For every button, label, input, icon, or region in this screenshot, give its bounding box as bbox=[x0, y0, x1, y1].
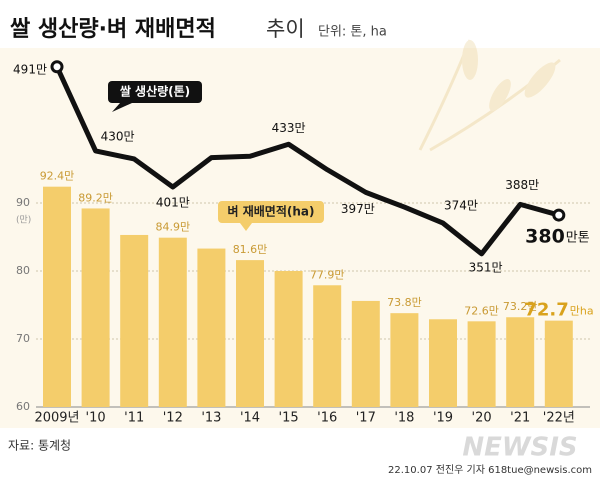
line-endpoint bbox=[552, 208, 566, 222]
chart-title-suffix: 추이 bbox=[266, 17, 305, 41]
x-tick-label: '18 bbox=[394, 411, 414, 426]
x-tick-label: '16 bbox=[317, 411, 337, 426]
line-value-label: 388만 bbox=[505, 178, 539, 192]
bar-value-label: 81.6만 bbox=[233, 243, 268, 256]
y-tick-label: 60 bbox=[16, 400, 30, 413]
bar bbox=[351, 300, 380, 407]
unit-note: 단위: 톤, ha bbox=[318, 25, 387, 40]
y-axis-label: (만) bbox=[16, 215, 31, 226]
line-value-label: 491만 bbox=[13, 62, 47, 76]
line bbox=[54, 65, 560, 257]
line-endpoint bbox=[50, 60, 64, 74]
bar-value-label: 73.8만 bbox=[387, 296, 422, 309]
line-value-label: 351만 bbox=[469, 260, 503, 274]
x-tick-label: '15 bbox=[279, 411, 299, 426]
credit: 22.10.07 전진우 기자 618tue@newsis.com bbox=[388, 464, 592, 476]
bar bbox=[506, 317, 535, 407]
bar-value-unit: 만ha bbox=[570, 305, 594, 318]
bar bbox=[390, 313, 419, 407]
legend-label: 쌀 생산량(톤) bbox=[120, 84, 190, 99]
x-tick-label: '20 bbox=[472, 411, 492, 426]
bar bbox=[81, 208, 110, 407]
chart-title: 쌀 생산량·벼 재배면적 bbox=[10, 17, 216, 42]
bar bbox=[313, 285, 342, 407]
series-callout bbox=[218, 201, 324, 223]
line-value-label: 430만 bbox=[101, 129, 135, 143]
line-value-unit: 만톤 bbox=[566, 231, 590, 246]
y-tick-label: 80 bbox=[16, 264, 30, 277]
legend-label: 벼 재배면적(ha) bbox=[228, 204, 315, 219]
bar-value-label: 73.2만 bbox=[503, 300, 538, 313]
bar-value-label: 92.4만 bbox=[40, 170, 75, 183]
x-tick-label: '12 bbox=[163, 411, 183, 426]
bar-value-label: 89.2만 bbox=[78, 191, 113, 204]
x-tick-label: '17 bbox=[356, 411, 376, 426]
bar bbox=[236, 260, 264, 407]
bar bbox=[274, 271, 303, 407]
watermark: NEWSIS bbox=[462, 433, 577, 463]
bar-value-label: 77.9만 bbox=[310, 268, 345, 281]
x-tick-label: '14 bbox=[240, 411, 260, 426]
x-tick-label: 2009년 bbox=[34, 411, 79, 426]
bar bbox=[544, 320, 573, 407]
series-callout bbox=[108, 81, 202, 103]
bar bbox=[429, 319, 457, 407]
bar bbox=[120, 234, 149, 407]
bar-value-label: 84.9만 bbox=[155, 221, 190, 234]
line-value-label: 401만 bbox=[156, 196, 190, 210]
line-value-label: 380 bbox=[525, 226, 565, 248]
bar bbox=[43, 186, 71, 407]
x-tick-label: '21 bbox=[510, 411, 530, 426]
x-tick-label: '19 bbox=[433, 411, 453, 426]
line-value-label: 374만 bbox=[444, 199, 478, 213]
line-value-label: 397만 bbox=[341, 202, 375, 216]
rice-decoration bbox=[418, 39, 561, 152]
x-tick-label: '13 bbox=[201, 411, 221, 426]
bar-value-label: 72.6만 bbox=[464, 304, 499, 317]
y-tick-label: 90 bbox=[16, 196, 30, 209]
source: 자료: 통계청 bbox=[8, 439, 71, 453]
bar bbox=[467, 321, 496, 407]
bar bbox=[158, 237, 187, 407]
bar bbox=[197, 248, 226, 407]
series-callout-pointer bbox=[112, 103, 132, 112]
bar-value-label: 72.7 bbox=[524, 300, 568, 321]
x-tick-label: '11 bbox=[124, 411, 144, 426]
y-tick-label: 70 bbox=[16, 332, 30, 345]
series-callout-pointer bbox=[240, 223, 252, 231]
x-tick-label: '22년 bbox=[543, 411, 575, 426]
line-value-label: 433만 bbox=[272, 121, 306, 135]
x-tick-label: '10 bbox=[86, 411, 106, 426]
